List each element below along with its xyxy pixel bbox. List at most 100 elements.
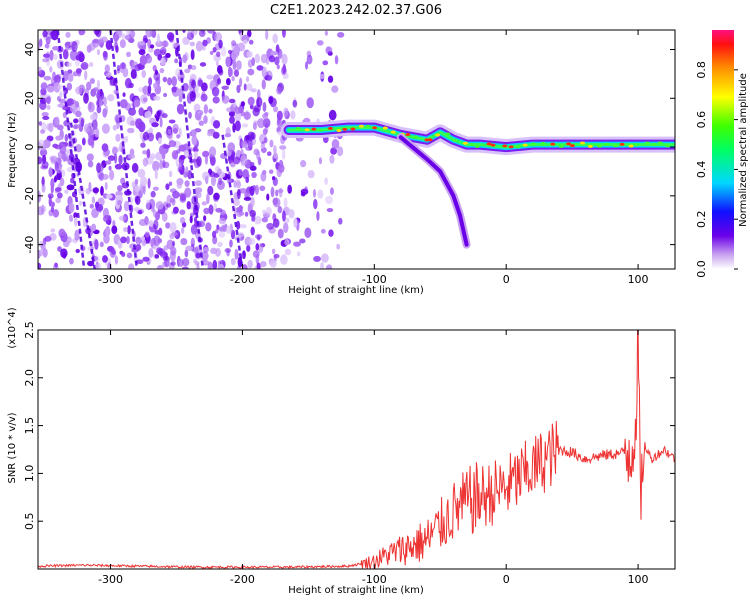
noise-blob <box>129 93 135 102</box>
noise-blob <box>283 197 288 208</box>
noise-blob <box>83 123 90 133</box>
trace-hotspot <box>569 144 575 148</box>
x-tick-label: -200 <box>230 573 255 586</box>
noise-blob <box>331 139 340 149</box>
noise-blob <box>207 261 213 269</box>
noise-blob <box>43 75 52 81</box>
noise-blob <box>92 187 99 194</box>
noise-blob <box>195 252 201 259</box>
noise-blob <box>319 73 325 80</box>
noise-blob <box>165 183 170 191</box>
noise-blob <box>47 193 54 199</box>
noise-blob <box>135 243 142 251</box>
noise-blob <box>167 77 173 86</box>
noise-blob <box>277 228 284 239</box>
noise-blob <box>320 228 326 234</box>
noise-blob <box>243 111 251 120</box>
trace-hotspot <box>311 127 317 131</box>
noise-blob <box>81 137 86 146</box>
noise-blob <box>66 61 73 68</box>
noise-blob <box>208 204 214 215</box>
noise-blob <box>243 83 247 91</box>
noise-blob <box>284 248 292 256</box>
noise-blob <box>95 262 102 269</box>
noise-blob <box>246 83 253 91</box>
noise-blob <box>150 190 156 198</box>
noise-blob <box>224 247 232 253</box>
noise-blob <box>205 175 209 185</box>
y-tick-label: 20 <box>23 91 36 105</box>
noise-blob <box>242 169 249 180</box>
noise-blob <box>94 239 99 250</box>
noise-streak <box>221 134 244 269</box>
noise-blob <box>225 78 231 86</box>
noise-blob <box>82 217 87 228</box>
noise-blob <box>139 132 144 140</box>
noise-blob <box>235 60 242 71</box>
noise-blob <box>235 181 242 189</box>
noise-blob <box>199 62 207 67</box>
noise-blob <box>160 57 166 66</box>
noise-blob <box>306 97 314 109</box>
noise-blob <box>116 64 121 72</box>
noise-blob <box>230 162 236 168</box>
trace-hotspot <box>427 138 433 142</box>
noise-blob <box>325 195 333 205</box>
noise-blob <box>191 30 198 36</box>
noise-blob <box>212 120 221 129</box>
figure-title: C2E1.2023.242.02.37.G06 <box>270 3 442 18</box>
noise-blob <box>142 97 148 103</box>
trace-hotspot <box>550 142 556 146</box>
noise-blob <box>283 222 289 234</box>
noise-blob <box>62 49 69 60</box>
noise-blob <box>282 210 286 222</box>
noise-blob <box>49 31 56 40</box>
x-tick-label: -100 <box>362 573 387 586</box>
noise-blob <box>330 147 338 155</box>
noise-blob <box>105 226 111 237</box>
noise-blob <box>154 254 160 259</box>
noise-blob <box>114 163 123 170</box>
noise-blob <box>280 254 288 265</box>
noise-blob <box>97 163 104 172</box>
noise-blob <box>138 107 145 116</box>
trace-hotspot <box>597 144 603 148</box>
noise-blob <box>42 30 48 38</box>
trace-hotspot <box>342 127 348 131</box>
noise-blob <box>178 144 187 152</box>
noise-blob <box>313 255 321 262</box>
noise-blob <box>154 168 158 180</box>
noise-blob <box>325 264 333 269</box>
noise-blob <box>322 60 329 66</box>
noise-blob <box>135 259 144 265</box>
noise-blob <box>153 235 161 246</box>
noise-blob <box>41 183 46 193</box>
noise-blob <box>336 146 344 157</box>
noise-blob <box>176 149 181 154</box>
noise-blob <box>242 39 248 45</box>
noise-blob <box>239 77 243 88</box>
noise-blob <box>149 220 154 227</box>
noise-blob <box>269 259 277 268</box>
noise-blob <box>149 44 155 49</box>
noise-blob <box>231 75 235 82</box>
noise-blob <box>188 111 192 119</box>
noise-blob <box>316 40 324 46</box>
noise-blob <box>274 56 280 66</box>
noise-blob <box>282 30 286 38</box>
noise-blob <box>114 255 119 265</box>
noise-blob <box>152 186 159 191</box>
noise-blob <box>46 105 51 110</box>
noise-blob <box>212 235 218 245</box>
noise-blob <box>184 180 190 187</box>
noise-blob <box>127 225 131 235</box>
noise-blob <box>60 248 68 258</box>
noise-blob <box>276 110 283 121</box>
noise-blob <box>148 77 153 86</box>
noise-blob <box>135 236 142 245</box>
noise-blob <box>38 262 42 269</box>
trace-hotspot <box>382 126 388 130</box>
noise-blob <box>184 187 192 198</box>
noise-blob <box>118 154 123 165</box>
